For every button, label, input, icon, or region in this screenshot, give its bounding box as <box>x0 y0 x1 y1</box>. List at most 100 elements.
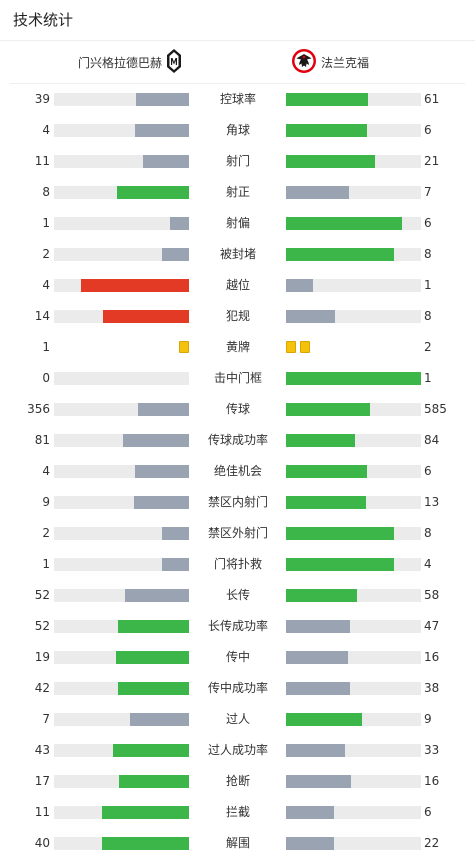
stat-row: 40 解围 22 <box>0 828 475 859</box>
home-value: 11 <box>34 154 50 168</box>
away-value: 6 <box>424 805 432 819</box>
yellow-card-icon <box>300 341 310 353</box>
home-bar-fill <box>118 682 189 695</box>
home-value: 2 <box>42 247 50 261</box>
away-bar-fill <box>286 93 368 106</box>
away-bar-fill <box>286 465 367 478</box>
away-bar-fill <box>286 186 349 199</box>
away-bar-track <box>286 496 421 509</box>
home-bar-track <box>54 465 189 478</box>
away-value: 1 <box>424 278 432 292</box>
away-value: 16 <box>424 650 440 664</box>
home-value: 1 <box>42 340 50 354</box>
home-value: 39 <box>34 92 50 106</box>
home-bar-track <box>54 806 189 819</box>
away-bar-track <box>286 279 421 292</box>
home-value: 4 <box>42 123 50 137</box>
away-value: 16 <box>424 774 440 788</box>
home-bar-fill <box>119 775 189 788</box>
page-title: 技术统计 <box>0 0 475 41</box>
home-value: 52 <box>34 619 50 633</box>
home-bar-track <box>54 682 189 695</box>
away-bar-track <box>286 155 421 168</box>
away-bar-track <box>286 310 421 323</box>
stat-row: 4 绝佳机会 6 <box>0 456 475 487</box>
away-value: 2 <box>424 340 432 354</box>
home-value: 11 <box>34 805 50 819</box>
stat-label: 射偏 <box>225 216 250 230</box>
stat-label: 传球成功率 <box>207 433 268 447</box>
away-team[interactable]: 法兰克福 <box>291 41 369 83</box>
stat-label: 击中门框 <box>213 371 262 385</box>
home-bar-fill <box>136 93 189 106</box>
stat-row: 2 被封堵 8 <box>0 239 475 270</box>
away-bar-fill <box>286 682 350 695</box>
home-bar-fill <box>123 434 189 447</box>
home-bar-fill <box>162 527 189 540</box>
home-value: 7 <box>42 712 50 726</box>
home-bar-track <box>54 558 189 571</box>
away-value: 61 <box>424 92 440 106</box>
away-bar-track <box>286 372 421 385</box>
away-value: 84 <box>424 433 440 447</box>
away-bar-track <box>286 527 421 540</box>
stat-row: 1 门将扑救 4 <box>0 549 475 580</box>
home-bar-fill <box>170 217 189 230</box>
home-bar-track <box>54 651 189 664</box>
stat-row: 11 射门 21 <box>0 146 475 177</box>
stat-row: 19 传中 16 <box>0 642 475 673</box>
stat-label: 过人 <box>225 712 250 726</box>
home-bar-track <box>54 403 189 416</box>
home-bar-fill <box>81 279 189 292</box>
home-value: 14 <box>34 309 50 323</box>
stat-row: 0 击中门框 1 <box>0 363 475 394</box>
away-bar-fill <box>286 837 334 850</box>
away-yellow-cards <box>286 341 310 354</box>
away-bar-track <box>286 682 421 695</box>
stat-row: 8 射正 7 <box>0 177 475 208</box>
home-bar-fill <box>116 651 189 664</box>
away-bar-track <box>286 589 421 602</box>
away-bar-fill <box>286 651 348 664</box>
away-bar-track <box>286 744 421 757</box>
home-bar-track <box>54 186 189 199</box>
stat-row: 7 过人 9 <box>0 704 475 735</box>
away-bar-track <box>286 403 421 416</box>
stat-label: 传中 <box>225 650 250 664</box>
home-bar-fill <box>102 806 189 819</box>
away-bar-fill <box>286 620 350 633</box>
home-bar-track <box>54 620 189 633</box>
away-value: 8 <box>424 247 432 261</box>
home-value: 0 <box>42 371 50 385</box>
home-value: 43 <box>34 743 50 757</box>
home-bar-track <box>54 310 189 323</box>
away-bar-fill <box>286 496 366 509</box>
away-team-name: 法兰克福 <box>321 55 370 70</box>
away-bar-fill <box>286 155 375 168</box>
home-bar-track <box>54 155 189 168</box>
home-value: 4 <box>42 278 50 292</box>
home-bar-fill <box>118 620 189 633</box>
home-bar-track <box>54 93 189 106</box>
away-value: 47 <box>424 619 440 633</box>
stat-label: 禁区外射门 <box>207 526 268 540</box>
away-value: 13 <box>424 495 440 509</box>
home-bar-fill <box>162 248 189 261</box>
stat-label: 射正 <box>225 185 250 199</box>
home-bar-track <box>54 713 189 726</box>
home-value: 52 <box>34 588 50 602</box>
away-bar-track <box>286 620 421 633</box>
away-bar-fill <box>286 279 313 292</box>
stat-label: 犯规 <box>225 309 250 323</box>
away-bar-track <box>286 651 421 664</box>
stat-row: 356 传球 585 <box>0 394 475 425</box>
away-value: 8 <box>424 309 432 323</box>
away-bar-fill <box>286 217 402 230</box>
stat-label: 被封堵 <box>219 247 256 261</box>
home-bar-fill <box>125 589 189 602</box>
away-bar-fill <box>286 713 362 726</box>
home-bar-track <box>54 589 189 602</box>
home-value: 8 <box>42 185 50 199</box>
away-value: 21 <box>424 154 440 168</box>
home-team[interactable]: 门兴格拉德巴赫 <box>78 41 182 83</box>
